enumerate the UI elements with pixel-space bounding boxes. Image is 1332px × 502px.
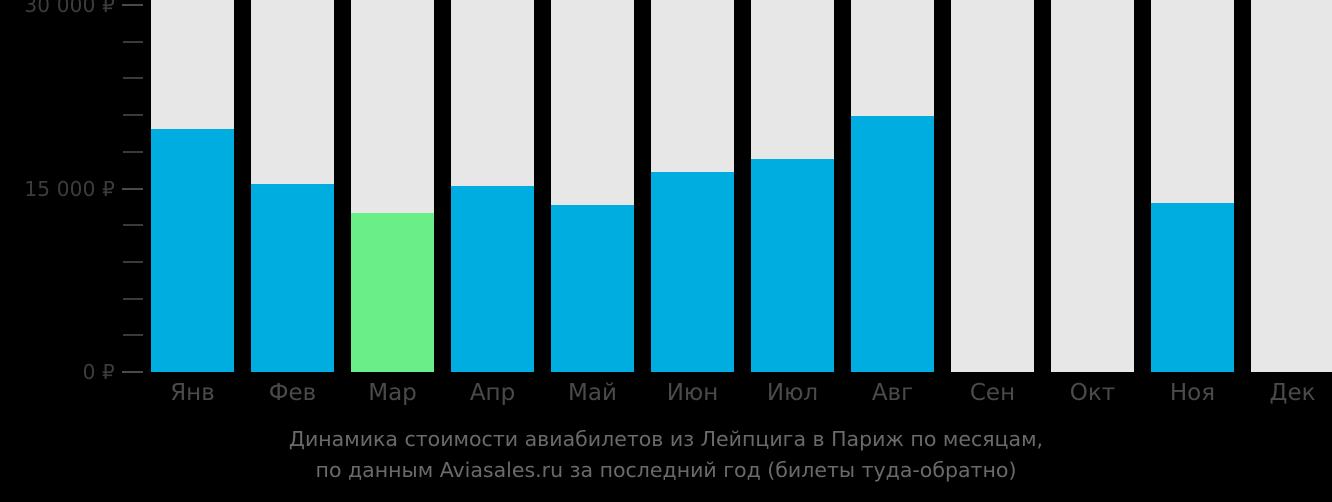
- x-axis-label-авг: Авг: [871, 380, 914, 406]
- chart-caption: Динамика стоимости авиабилетов из Лейпци…: [0, 424, 1332, 486]
- y-axis: 30 000 ₽ 15 000 ₽ 0 ₽: [0, 0, 151, 382]
- bar-column-фев[interactable]: [251, 0, 334, 372]
- x-axis-label-мар: Мар: [368, 380, 417, 406]
- chart-plot-area: [151, 0, 1332, 372]
- bar-фев[interactable]: [251, 183, 334, 372]
- y-tick-mark: [123, 114, 143, 117]
- bar-мар[interactable]: [351, 212, 434, 372]
- y-axis-label: 15 000 ₽: [24, 176, 115, 201]
- caption-line-2: по данным Aviasales.ru за последний год …: [315, 458, 1017, 482]
- bar-column-май[interactable]: [551, 0, 634, 372]
- bar-column-янв[interactable]: [151, 0, 234, 372]
- y-tick-mark: [123, 77, 143, 80]
- y-tick-mark: [122, 4, 143, 6]
- bar-track: [1051, 0, 1134, 372]
- x-axis-label-янв: Янв: [170, 380, 215, 406]
- bar-апр[interactable]: [451, 186, 534, 372]
- y-tick-mark: [123, 224, 143, 227]
- y-tick-mark: [123, 334, 143, 337]
- bar-column-сен[interactable]: [951, 0, 1034, 372]
- bar-ноя[interactable]: [1151, 203, 1234, 372]
- x-axis-label-ноя: Ноя: [1169, 380, 1216, 406]
- bar-column-авг[interactable]: [851, 0, 934, 372]
- bar-column-ноя[interactable]: [1151, 0, 1234, 372]
- x-axis-label-июн: Июн: [666, 380, 719, 406]
- y-tick-mark: [122, 187, 143, 190]
- x-axis-label-сен: Сен: [969, 380, 1016, 406]
- bar-column-мар[interactable]: [351, 0, 434, 372]
- caption-line-1: Динамика стоимости авиабилетов из Лейпци…: [288, 427, 1044, 451]
- bar-column-окт[interactable]: [1051, 0, 1134, 372]
- y-tick-mark: [123, 260, 143, 263]
- bar-column-июн[interactable]: [651, 0, 734, 372]
- bar-track: [1251, 0, 1332, 372]
- bar-июл[interactable]: [751, 159, 834, 372]
- x-axis-label-июл: Июл: [766, 380, 819, 406]
- y-tick-mark: [122, 371, 143, 373]
- bar-track: [951, 0, 1034, 372]
- x-axis: Янв Фев Мар Апр Май Июн Июл Авг Сен Окт Ноя Дек: [0, 372, 1332, 424]
- y-axis-label: 30 000 ₽: [24, 0, 115, 17]
- bar-янв[interactable]: [151, 128, 234, 372]
- bar-column-апр[interactable]: [451, 0, 534, 372]
- x-axis-label-фев: Фев: [268, 380, 317, 406]
- x-axis-label-май: Май: [568, 380, 617, 406]
- y-tick-mark: [123, 40, 143, 43]
- bar-column-дек[interactable]: [1251, 0, 1332, 372]
- bar-июн[interactable]: [651, 172, 734, 372]
- y-tick-mark: [123, 150, 143, 153]
- bar-авг[interactable]: [851, 115, 934, 372]
- x-axis-label-дек: Дек: [1269, 380, 1316, 406]
- bar-column-июл[interactable]: [751, 0, 834, 372]
- y-axis-label: 0 ₽: [82, 360, 115, 384]
- bar-май[interactable]: [551, 205, 634, 372]
- y-tick-mark: [123, 297, 143, 300]
- x-axis-label-окт: Окт: [1069, 380, 1116, 406]
- x-axis-label-апр: Апр: [469, 380, 516, 406]
